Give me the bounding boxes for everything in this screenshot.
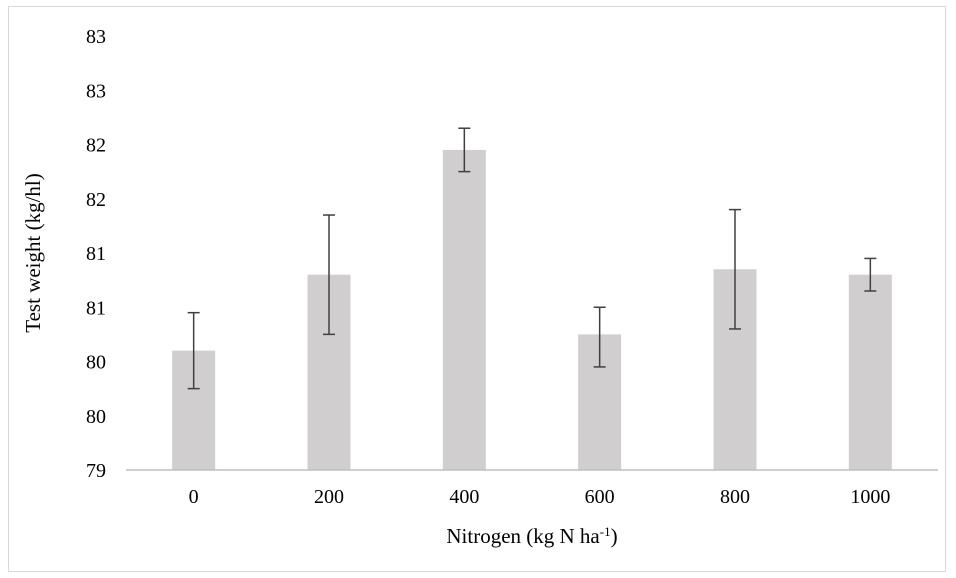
error-bar-1000: [864, 257, 877, 292]
y-tick-label: 81: [86, 297, 106, 319]
x-tick-label: 800: [720, 486, 750, 508]
x-tick-label: 0: [189, 486, 199, 508]
error-bar-400: [458, 127, 471, 173]
y-tick-label: 80: [86, 352, 106, 374]
error-bar-0: [187, 311, 200, 390]
error-bar-800: [729, 208, 741, 330]
y-tick-label: 83: [86, 26, 106, 48]
x-axis-title-main: Nitrogen (kg N ha: [446, 524, 600, 548]
x-axis-title-superscript: -1: [600, 524, 611, 539]
y-axis-title: Test weight (kg/hl): [21, 173, 45, 333]
y-tick-label: 83: [86, 80, 106, 102]
x-axis-title-suffix: ): [611, 524, 618, 548]
y-tick-label: 82: [86, 189, 106, 211]
bars-group: [172, 149, 892, 471]
x-tick-label: 400: [449, 486, 479, 508]
y-tick-label: 80: [86, 406, 106, 428]
x-tick-label: 1000: [850, 486, 890, 508]
bar-1000: [848, 274, 892, 470]
y-tick-label: 81: [86, 243, 106, 265]
x-tick-label: 200: [314, 486, 344, 508]
y-tick-labels: 79 80 80 81 81 82 82 83 83: [86, 26, 106, 482]
error-bar-200: [323, 214, 335, 336]
error-bar-600: [593, 306, 606, 368]
y-tick-label: 82: [86, 135, 106, 157]
error-bars-group: [187, 127, 877, 390]
x-tick-labels: 0 200 400 600 800 1000: [189, 486, 891, 508]
x-tick-label: 600: [585, 486, 615, 508]
bar-400: [442, 149, 486, 471]
chart-frame: [8, 6, 946, 572]
x-axis-title: Nitrogen (kg N ha-1): [446, 524, 617, 549]
y-tick-label: 79: [86, 460, 106, 482]
